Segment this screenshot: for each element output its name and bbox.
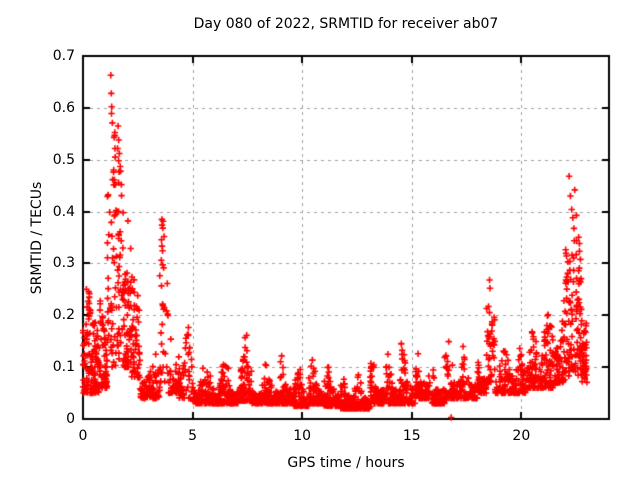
y-tick-label: 0.3 [52,255,75,272]
x-tick-label: 5 [188,428,198,444]
chart-title: Day 080 of 2022, SRMTID for receiver ab0… [193,16,499,32]
y-axis-title: SRMTID / TECUs [29,181,45,295]
y-tick-label: 0 [66,411,75,427]
x-tick-label: 10 [293,428,312,444]
y-tick-label: 0.5 [52,151,75,168]
y-tick-label: 0.4 [52,203,75,220]
x-tick-label: 20 [512,428,531,444]
y-tick-label: 0.6 [52,99,75,116]
x-tick-label: 15 [402,428,421,444]
y-tick-label: 0.1 [52,359,75,376]
x-tick-label: 0 [78,428,88,444]
x-axis-title: GPS time / hours [287,455,405,471]
y-tick-label: 0.7 [52,48,75,64]
y-tick-label: 0.2 [52,307,75,324]
